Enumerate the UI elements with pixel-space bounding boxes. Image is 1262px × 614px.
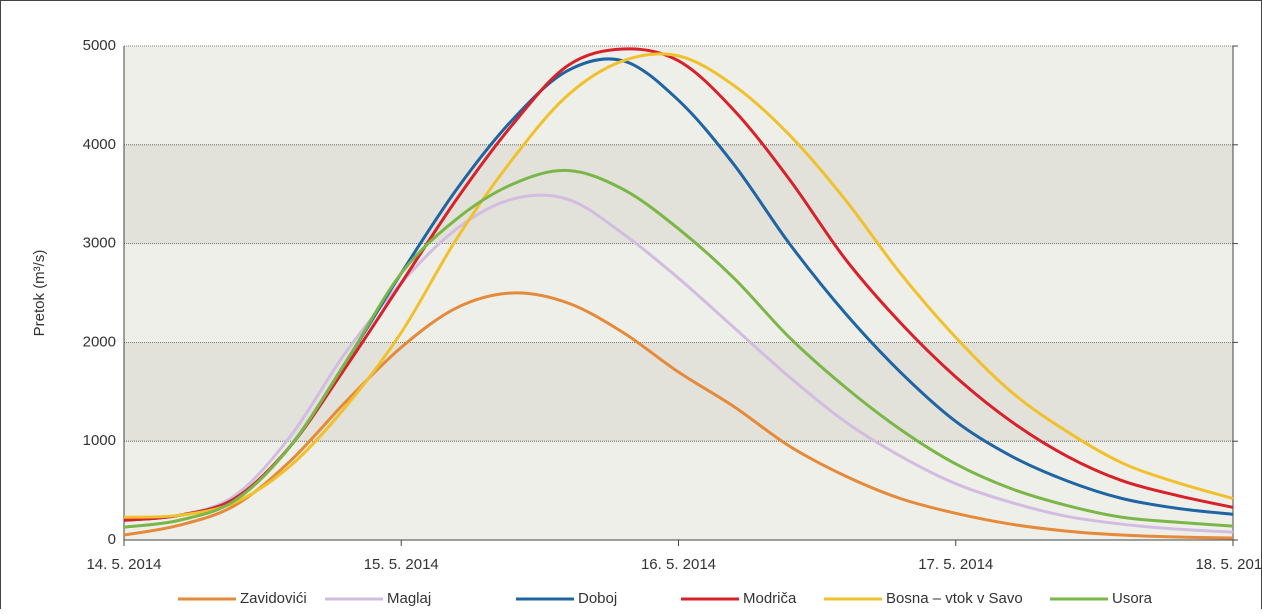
series-line: [123, 193, 1234, 534]
legend-label: Zavidovići: [240, 590, 307, 607]
y-tick-label: 2000: [83, 333, 116, 350]
series-line: [123, 168, 1234, 529]
legend-label: Doboj: [578, 590, 617, 607]
x-tick-label: 18. 5. 2014: [1195, 556, 1262, 573]
plot-background: [124, 46, 1233, 540]
y-axis-label: Pretok (m³/s): [31, 250, 48, 337]
legend-label: Bosna – vtok v Savo: [886, 590, 1023, 607]
x-tick-label: 16. 5. 2014: [641, 556, 716, 573]
plot-band: [124, 342, 1233, 442]
y-tick-label: 5000: [83, 37, 116, 54]
x-tick-label: 14. 5. 2014: [86, 556, 161, 573]
y-tick-label: 0: [108, 531, 116, 548]
x-tick-label: 17. 5. 2014: [918, 556, 993, 573]
y-tick-label: 4000: [83, 136, 116, 153]
legend-label: Usora: [1112, 590, 1153, 607]
legend-label: Maglaj: [387, 590, 431, 607]
x-tick-label: 15. 5. 2014: [364, 556, 439, 573]
y-tick-label: 1000: [83, 432, 116, 449]
y-tick-label: 3000: [83, 235, 116, 252]
series-line: [123, 291, 1234, 540]
series-line: [123, 52, 1234, 519]
legend-label: Modriča: [743, 590, 797, 607]
